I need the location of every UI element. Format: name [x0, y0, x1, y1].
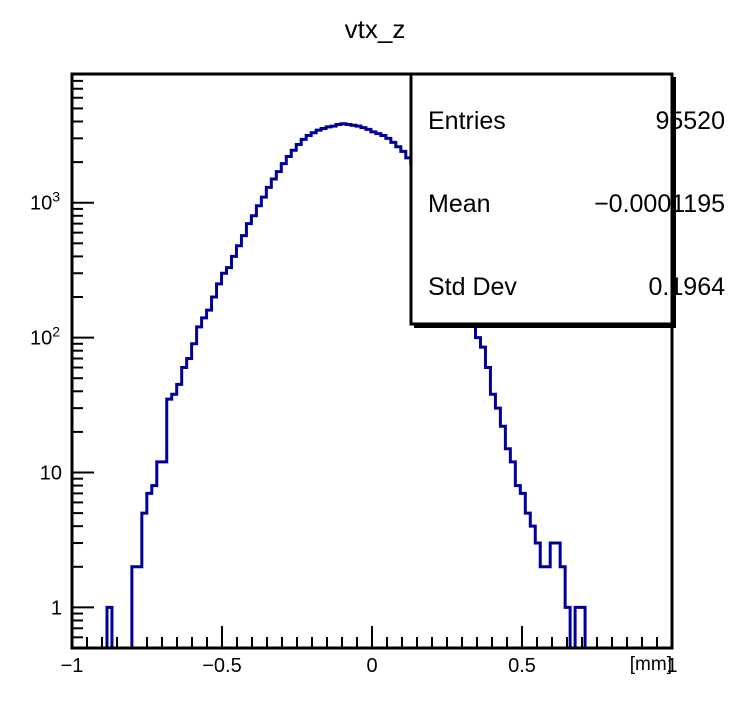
stats-rows: Entries 95520 Mean −0.0001195 Std Dev 0.1964 — [428, 107, 725, 301]
stats-row-value: −0.0001195 — [594, 190, 725, 218]
y-tick-label: 10 — [40, 463, 62, 485]
stats-box: Entries 95520 Mean −0.0001195 Std Dev 0.1964 — [409, 72, 725, 328]
chart-title: vtx_z — [345, 14, 406, 44]
x-axis-ticks: −1 −0.5 0 0.5 1 — [61, 626, 678, 677]
stats-row-label: Std Dev — [428, 273, 517, 301]
histogram-series-line — [102, 122, 591, 650]
stats-row-label: Entries — [428, 107, 506, 135]
stats-box-shadow-bottom — [414, 324, 676, 328]
stats-box-shadow-right — [672, 77, 676, 327]
stats-row-value: 0.1964 — [649, 273, 726, 301]
y-axis-ticks: 1 10 102 103 — [30, 73, 94, 649]
x-tick-label: 0 — [366, 655, 377, 677]
plot-frame — [70, 72, 674, 650]
y-tick-label: 103 — [30, 189, 60, 215]
y-tick-label: 1 — [51, 597, 62, 619]
stats-row-value: 95520 — [655, 107, 725, 135]
x-tick-label: −0.5 — [202, 655, 241, 677]
x-axis-label: [mm] — [630, 654, 672, 675]
y-tick-label: 102 — [30, 324, 60, 350]
stats-row-label: Mean — [428, 190, 491, 218]
x-tick-label: −1 — [61, 655, 84, 677]
x-tick-label: 1 — [666, 655, 677, 677]
x-tick-label: 0.5 — [508, 655, 536, 677]
